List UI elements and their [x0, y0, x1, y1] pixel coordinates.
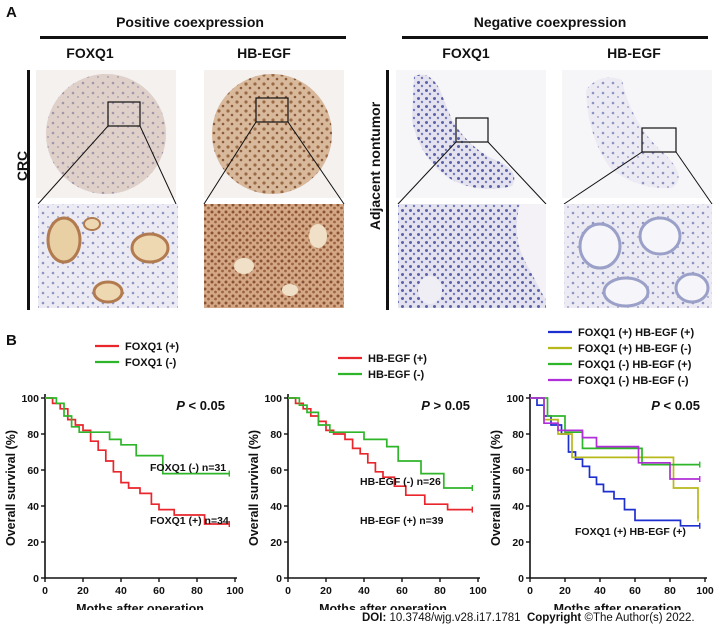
crc-row-rule	[27, 70, 30, 310]
chart2-y-tick-label: 60	[270, 465, 282, 477]
positive-coexpression-header: Positive coexpression	[116, 14, 264, 30]
chart3-y-tick-label: 20	[512, 537, 524, 549]
chart3-y-axis-label: Overall survival (%)	[489, 430, 503, 546]
chart1-x-tick-label: 60	[153, 585, 165, 597]
foxq1-positive-core	[36, 70, 177, 205]
hbegf-negative-core	[562, 70, 713, 205]
positive-header-rule	[40, 36, 346, 39]
survival-charts: 0 20 40 60 80 100 0 20 40 60 80 100 Moths after oper…	[4, 327, 714, 610]
chart2-series-1-curve	[288, 397, 473, 511]
chart1-annotation-2: FOXQ1 (+) n=34	[150, 515, 229, 527]
chart1-y-axis-label: Overall survival (%)	[4, 430, 18, 546]
chart3-x-tick-label: 100	[696, 585, 714, 597]
chart3-p-value: P < 0.05	[651, 398, 700, 413]
chart2-y-tick-label: 20	[270, 537, 282, 549]
chart2-legend-label-1: HB-EGF (+)	[368, 353, 427, 365]
chart2-x-tick-label: 100	[469, 585, 487, 597]
ihc-micrograph-panel	[36, 70, 713, 308]
chart1-annotation-1: FOXQ1 (-) n=31	[150, 462, 226, 474]
chart2-x-tick-label: 0	[285, 585, 291, 597]
chart2-x-axis-label: Moths after operation	[319, 602, 447, 610]
nontumor-row-rule	[386, 70, 389, 310]
negative-coexpression-header: Negative coexpression	[473, 14, 627, 30]
chart1-y-tick-label: 100	[21, 393, 39, 405]
chart1-p-value: P < 0.05	[176, 398, 225, 413]
chart2-annotation-1: HB-EGF (-) n=26	[360, 476, 441, 488]
hbegf-positive-core	[203, 70, 345, 205]
chart1-x-tick-label: 40	[115, 585, 127, 597]
chart3-y-tick-label: 100	[506, 393, 524, 405]
chart3-y-tick-label: 60	[512, 465, 524, 477]
chart2-series-2-curve	[288, 397, 473, 489]
chart3-y-tick-label: 0	[518, 573, 524, 585]
chart3-x-tick-label: 80	[664, 585, 676, 597]
chart2-legend-label-2: HB-EGF (-)	[368, 369, 425, 381]
chart3-legend-label-1: FOXQ1 (+) HB-EGF (+)	[578, 327, 694, 339]
chart1-x-axis-label: Moths after operation	[76, 602, 204, 610]
chart2-y-tick-label: 100	[264, 393, 282, 405]
chart2-y-tick-label: 40	[270, 501, 282, 513]
chart3-legend-label-3: FOXQ1 (-) HB-EGF (+)	[578, 359, 692, 371]
copyright-value: ©The Author(s) 2022.	[584, 612, 695, 624]
chart1-y-tick-label: 80	[27, 429, 39, 441]
chart1-y-tick-label: 20	[27, 537, 39, 549]
col-label-hbegf-positive: HB-EGF	[237, 45, 291, 61]
chart3-x-tick-label: 60	[629, 585, 641, 597]
chart1-series-1-curve	[45, 397, 230, 525]
panel-a-letter: A	[6, 4, 17, 21]
chart1-x-tick-label: 20	[77, 585, 89, 597]
chart1-legend-label-2: FOXQ1 (-)	[125, 357, 177, 369]
chart1-x-tick-label: 80	[191, 585, 203, 597]
chart3-y-tick-label: 80	[512, 429, 524, 441]
citation-footer: DOI: 10.3748/wjg.v28.i17.1781 Copyright …	[362, 612, 695, 624]
col-label-foxq1-positive: FOXQ1	[66, 45, 114, 61]
chart3-legend-label-4: FOXQ1 (-) HB-EGF (-)	[578, 375, 689, 387]
col-label-foxq1-negative: FOXQ1	[442, 45, 490, 61]
doi-value: 10.3748/wjg.v28.i17.1781	[389, 612, 521, 624]
chart2-y-axis-label: Overall survival (%)	[247, 430, 261, 546]
foxq1-positive-zoom	[38, 204, 178, 308]
panel-b-letter: B	[6, 332, 17, 349]
chart3-x-tick-label: 40	[594, 585, 606, 597]
chart3-x-tick-label: 20	[559, 585, 571, 597]
chart1-y-tick-label: 40	[27, 501, 39, 513]
doi-label: DOI:	[362, 612, 387, 624]
chart3-legend-label-2: FOXQ1 (+) HB-EGF (-)	[578, 343, 692, 355]
copyright-label: Copyright	[526, 612, 582, 624]
foxq1-negative-core	[396, 70, 547, 205]
col-label-hbegf-negative: HB-EGF	[607, 45, 661, 61]
chart3-x-tick-label: 0	[527, 585, 533, 597]
chart3-y-tick-label: 40	[512, 501, 524, 513]
chart1-x-tick-label: 0	[42, 585, 48, 597]
chart3-x-axis-label: Moths after operation	[554, 602, 682, 610]
chart3-series-4-curve	[530, 397, 700, 480]
chart1-x-tick-label: 100	[226, 585, 244, 597]
chart2-x-tick-label: 20	[320, 585, 332, 597]
chart2-x-tick-label: 40	[358, 585, 370, 597]
chart2-x-tick-label: 60	[396, 585, 408, 597]
hbegf-positive-zoom	[204, 204, 344, 308]
hbegf-negative-zoom	[564, 204, 712, 308]
chart1-legend-label-1: FOXQ1 (+)	[125, 341, 179, 353]
negative-header-rule	[402, 36, 708, 39]
chart1-y-tick-label: 0	[33, 573, 39, 585]
chart2-p-value: P > 0.05	[421, 398, 470, 413]
chart3-annotation-1: FOXQ1 (+) HB-EGF (+)	[575, 526, 686, 538]
chart1-series-2-curve	[45, 397, 230, 475]
chart2-y-tick-label: 0	[276, 573, 282, 585]
foxq1-negative-zoom	[398, 204, 546, 308]
chart2-x-tick-label: 80	[434, 585, 446, 597]
chart2-y-tick-label: 80	[270, 429, 282, 441]
chart1-y-tick-label: 60	[27, 465, 39, 477]
chart2-annotation-2: HB-EGF (+) n=39	[360, 515, 444, 527]
